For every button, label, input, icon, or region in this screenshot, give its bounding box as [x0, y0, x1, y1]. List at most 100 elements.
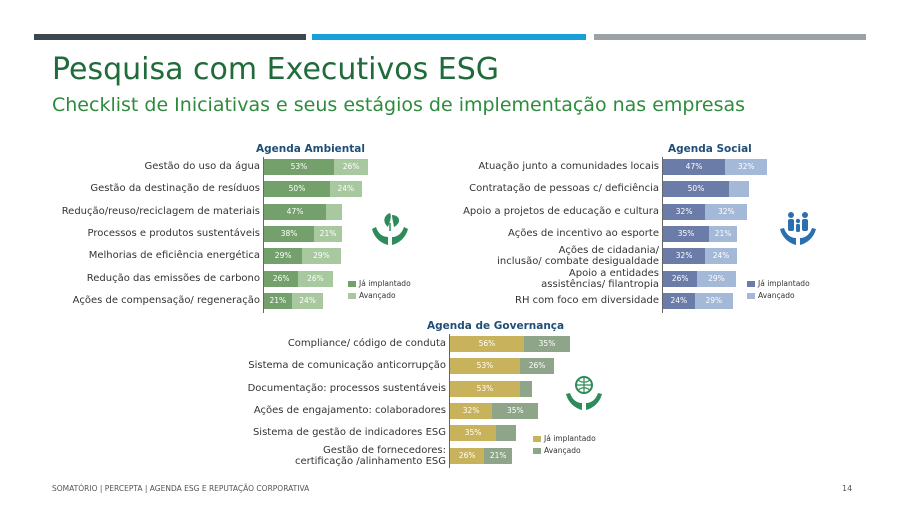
env-legend-label: Já implantado — [359, 279, 411, 288]
soc-legend-label: Já implantado — [758, 279, 810, 288]
env-category-label: Melhorias de eficiência energética — [88, 250, 260, 262]
soc-legend-swatch — [747, 281, 755, 287]
env-bar-avancado — [291, 292, 324, 309]
soc-bar-implantado — [663, 270, 698, 287]
gov-bar-avancado — [519, 358, 555, 375]
page-title: Pesquisa com Executivos ESG — [52, 52, 500, 87]
env-data-label: 26% — [272, 273, 290, 283]
soc-legend-label: Avançado — [758, 291, 795, 300]
env-axis-line — [263, 157, 264, 314]
soc-bar-avancado — [694, 292, 733, 309]
gov-data-label: 53% — [476, 383, 494, 393]
env-data-label: 29% — [274, 251, 292, 261]
page-number: 14 — [842, 484, 853, 493]
env-bar-implantado — [264, 225, 315, 242]
env-category-label: Ações de compensação/ regeneração — [72, 294, 260, 306]
env-legend-swatch — [348, 281, 356, 287]
gov-bar-implantado — [450, 425, 497, 442]
gov-axis-line — [449, 334, 450, 468]
soc-category-label: RH com foco em diversidade — [515, 294, 659, 306]
soc-category-label: Apoio a entidades assistências/ filantro… — [541, 267, 659, 290]
soc-data-label: 47% — [685, 162, 703, 171]
soc-bar-implantado — [663, 248, 706, 265]
gov-bar-implantado — [450, 402, 493, 419]
env-data-label: 50% — [288, 184, 306, 194]
soc-data-label: 32% — [737, 162, 755, 171]
soc-category-label: Contratação de pessoas c/ deficiência — [469, 183, 659, 195]
footer-text: SOMATÓRIO | PERCEPTA | AGENDA ESG E REPU… — [52, 484, 310, 493]
gov-legend-label: Já implantado — [544, 434, 596, 443]
gov-category-label: Gestão de fornecedores: certificação /al… — [294, 444, 446, 467]
env-data-label: 21% — [269, 295, 287, 305]
env-data-label: 53% — [290, 162, 308, 171]
soc-data-label: 29% — [705, 295, 723, 305]
env-data-label: 26% — [307, 273, 324, 283]
env-chart-title: Agenda Ambiental — [256, 143, 365, 155]
env-bar-implantado — [264, 181, 330, 198]
gov-bar-avancado — [484, 447, 513, 464]
gov-category-label: Compliance/ código de conduta — [287, 338, 446, 349]
soc-category-label: Atuação junto a comunidades locais — [478, 161, 659, 172]
soc-legend-swatch — [747, 293, 755, 299]
gov-bar-avancado — [523, 336, 571, 352]
gov-data-label: 26% — [528, 361, 546, 371]
soc-data-label: 24% — [670, 295, 688, 305]
env-data-label: 29% — [313, 251, 330, 261]
gov-legend-swatch — [533, 448, 541, 454]
env-bar-implantado — [264, 270, 299, 287]
env-bar-implantado — [264, 159, 334, 175]
env-bar-avancado — [330, 181, 362, 198]
gov-data-label: 26% — [458, 450, 476, 460]
gov-data-label: 56% — [478, 339, 496, 348]
soc-bar-implantado — [663, 159, 726, 175]
soc-bar-implantado — [663, 292, 695, 309]
soc-category-label: Ações de cidadania/ inclusão/ combate de… — [497, 245, 659, 268]
env-bar-implantado — [264, 248, 303, 265]
gov-bar-avancado — [519, 380, 532, 397]
env-bar-implantado — [264, 292, 292, 309]
env-category-label: Processos e produtos sustentáveis — [87, 227, 260, 239]
globe-hands-icon — [566, 376, 602, 410]
gov-bar-implantado — [450, 380, 520, 397]
soc-data-label: 24% — [712, 251, 730, 261]
gov-chart-title: Agenda de Governança — [427, 320, 565, 332]
soc-bar-avancado — [697, 270, 736, 287]
env-data-label: 24% — [337, 184, 355, 194]
soc-category-label: Apoio a projetos de educação e cultura — [463, 205, 659, 217]
gov-data-label: 21% — [489, 450, 507, 460]
gov-category-label: Ações de engajamento: colaboradores — [253, 404, 446, 416]
soc-bar-implantado — [663, 181, 729, 198]
gov-bar-avancado — [492, 402, 539, 419]
gov-legend-label: Avançado — [544, 446, 581, 455]
gov-category-label: Documentação: processos sustentáveis — [247, 382, 446, 394]
env-category-label: Redução/reuso/reciclagem de materiais — [61, 205, 260, 217]
env-data-label: 21% — [319, 228, 337, 238]
env-category-label: Gestão do uso da água — [144, 161, 260, 172]
gov-category-label: Sistema de comunicação anticorrupção — [248, 360, 446, 372]
env-data-label: 24% — [299, 295, 316, 305]
page-subtitle: Checklist de Iniciativas e seus estágios… — [52, 94, 746, 116]
gov-data-label: 32% — [462, 405, 480, 415]
gov-bar-implantado — [450, 336, 524, 352]
soc-bar-implantado — [663, 203, 706, 220]
soc-category-label: Ações de incentivo ao esporte — [508, 227, 659, 239]
gov-bar-implantado — [450, 358, 520, 375]
header-bar-dark — [34, 34, 306, 40]
env-data-label: 47% — [286, 206, 304, 216]
header-bar-gray — [594, 34, 866, 40]
soc-data-label: 32% — [675, 206, 693, 216]
soc-bar-avancado — [725, 159, 768, 175]
soc-data-label: 32% — [675, 251, 693, 261]
env-legend-label: Avançado — [359, 291, 396, 300]
gov-data-label: 35% — [506, 405, 524, 415]
soc-bar-avancado — [705, 248, 737, 265]
env-bar-implantado — [264, 203, 327, 220]
soc-chart-title: Agenda Social — [668, 143, 752, 155]
soc-bar-implantado — [663, 225, 710, 242]
soc-data-label: 21% — [714, 228, 732, 238]
env-bar-avancado — [298, 270, 333, 287]
soc-bar-avancado — [705, 203, 748, 220]
env-data-label: 38% — [280, 228, 298, 238]
env-data-label: 26% — [342, 162, 360, 171]
env-bar-avancado — [302, 248, 341, 265]
